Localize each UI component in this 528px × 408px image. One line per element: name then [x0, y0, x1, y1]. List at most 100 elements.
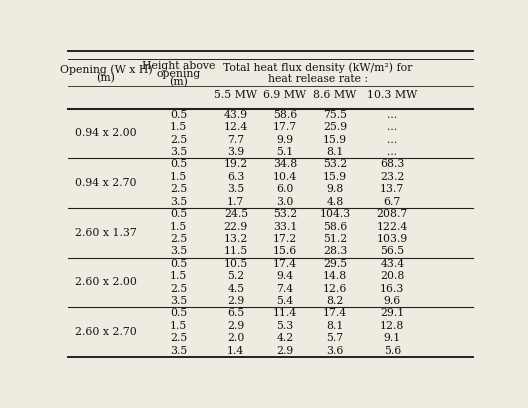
Text: 20.8: 20.8 [380, 271, 404, 281]
Text: (m): (m) [97, 73, 115, 83]
Text: Height above: Height above [142, 61, 215, 71]
Text: 43.9: 43.9 [224, 110, 248, 120]
Text: 3.5: 3.5 [170, 246, 187, 256]
Text: 1.5: 1.5 [170, 172, 187, 182]
Text: 16.3: 16.3 [380, 284, 404, 294]
Text: 2.5: 2.5 [170, 184, 187, 194]
Text: 2.5: 2.5 [170, 284, 187, 294]
Text: 8.1: 8.1 [326, 147, 344, 157]
Text: 43.4: 43.4 [380, 259, 404, 269]
Text: 4.5: 4.5 [227, 284, 244, 294]
Text: 11.5: 11.5 [224, 246, 248, 256]
Text: 2.9: 2.9 [276, 346, 294, 356]
Text: 9.4: 9.4 [276, 271, 294, 281]
Text: 2.60 x 2.00: 2.60 x 2.00 [75, 277, 137, 287]
Text: 29.5: 29.5 [323, 259, 347, 269]
Text: 3.6: 3.6 [326, 346, 344, 356]
Text: 4.2: 4.2 [276, 333, 294, 343]
Text: 23.2: 23.2 [380, 172, 404, 182]
Text: 29.1: 29.1 [380, 308, 404, 318]
Text: 2.9: 2.9 [227, 321, 244, 331]
Text: 17.2: 17.2 [273, 234, 297, 244]
Text: 4.8: 4.8 [326, 197, 344, 207]
Text: 56.5: 56.5 [380, 246, 404, 256]
Text: 2.9: 2.9 [227, 296, 244, 306]
Text: 3.5: 3.5 [170, 346, 187, 356]
Text: 6.3: 6.3 [227, 172, 244, 182]
Text: 34.8: 34.8 [273, 160, 297, 169]
Text: (m): (m) [169, 78, 188, 88]
Text: 2.0: 2.0 [227, 333, 244, 343]
Text: 5.1: 5.1 [276, 147, 294, 157]
Text: 3.0: 3.0 [276, 197, 294, 207]
Text: 28.3: 28.3 [323, 246, 347, 256]
Text: 9.8: 9.8 [326, 184, 344, 194]
Text: 58.6: 58.6 [323, 222, 347, 231]
Text: 1.7: 1.7 [227, 197, 244, 207]
Text: 1.5: 1.5 [170, 321, 187, 331]
Text: 6.7: 6.7 [384, 197, 401, 207]
Text: 53.2: 53.2 [273, 209, 297, 219]
Text: 2.60 x 2.70: 2.60 x 2.70 [75, 327, 137, 337]
Text: 15.9: 15.9 [323, 135, 347, 145]
Text: 6.5: 6.5 [227, 308, 244, 318]
Text: 14.8: 14.8 [323, 271, 347, 281]
Text: 2.5: 2.5 [170, 234, 187, 244]
Text: 24.5: 24.5 [224, 209, 248, 219]
Text: 208.7: 208.7 [376, 209, 408, 219]
Text: 8.6 MW: 8.6 MW [314, 89, 357, 100]
Text: 6.9 MW: 6.9 MW [263, 89, 306, 100]
Text: 6.0: 6.0 [276, 184, 294, 194]
Text: 51.2: 51.2 [323, 234, 347, 244]
Text: 1.5: 1.5 [170, 222, 187, 231]
Text: 13.2: 13.2 [224, 234, 248, 244]
Text: 17.4: 17.4 [273, 259, 297, 269]
Text: 22.9: 22.9 [224, 222, 248, 231]
Text: 3.5: 3.5 [170, 296, 187, 306]
Text: 0.5: 0.5 [170, 160, 187, 169]
Text: 11.4: 11.4 [273, 308, 297, 318]
Text: 15.6: 15.6 [273, 246, 297, 256]
Text: 0.5: 0.5 [170, 209, 187, 219]
Text: 10.4: 10.4 [273, 172, 297, 182]
Text: 10.3 MW: 10.3 MW [367, 89, 418, 100]
Text: 25.9: 25.9 [323, 122, 347, 132]
Text: 5.5 MW: 5.5 MW [214, 89, 257, 100]
Text: ...: ... [387, 135, 398, 145]
Text: 1.5: 1.5 [170, 122, 187, 132]
Text: 0.5: 0.5 [170, 259, 187, 269]
Text: 3.9: 3.9 [227, 147, 244, 157]
Text: 0.5: 0.5 [170, 308, 187, 318]
Text: 2.5: 2.5 [170, 135, 187, 145]
Text: 68.3: 68.3 [380, 160, 404, 169]
Text: 9.1: 9.1 [384, 333, 401, 343]
Text: 13.7: 13.7 [380, 184, 404, 194]
Text: 8.2: 8.2 [326, 296, 344, 306]
Text: 122.4: 122.4 [376, 222, 408, 231]
Text: 3.5: 3.5 [170, 147, 187, 157]
Text: 3.5: 3.5 [170, 197, 187, 207]
Text: 58.6: 58.6 [273, 110, 297, 120]
Text: ...: ... [387, 110, 398, 120]
Text: 75.5: 75.5 [323, 110, 347, 120]
Text: 15.9: 15.9 [323, 172, 347, 182]
Text: 2.5: 2.5 [170, 333, 187, 343]
Text: 5.2: 5.2 [227, 271, 244, 281]
Text: 0.94 x 2.00: 0.94 x 2.00 [75, 129, 137, 138]
Text: 19.2: 19.2 [224, 160, 248, 169]
Text: 1.5: 1.5 [170, 271, 187, 281]
Text: 1.4: 1.4 [227, 346, 244, 356]
Text: 3.5: 3.5 [227, 184, 244, 194]
Text: 7.4: 7.4 [276, 284, 294, 294]
Text: 33.1: 33.1 [273, 222, 297, 231]
Text: 5.7: 5.7 [326, 333, 344, 343]
Text: ...: ... [387, 147, 398, 157]
Text: ...: ... [387, 122, 398, 132]
Text: 9.6: 9.6 [384, 296, 401, 306]
Text: 103.9: 103.9 [376, 234, 408, 244]
Text: 12.4: 12.4 [224, 122, 248, 132]
Text: 2.60 x 1.37: 2.60 x 1.37 [75, 228, 137, 238]
Text: 17.7: 17.7 [273, 122, 297, 132]
Text: 9.9: 9.9 [276, 135, 294, 145]
Text: 104.3: 104.3 [319, 209, 351, 219]
